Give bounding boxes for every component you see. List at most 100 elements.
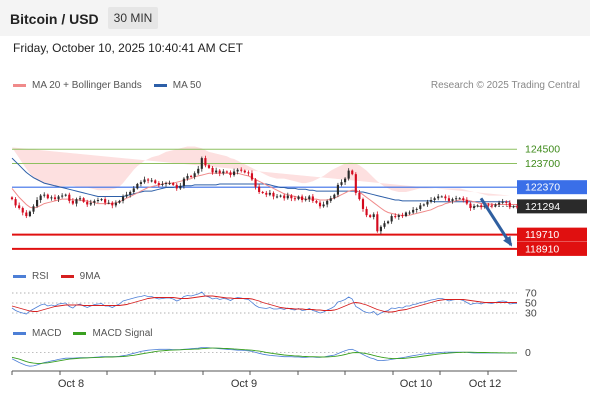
candle-body (211, 167, 214, 173)
candle-body (369, 215, 372, 217)
candle-body (383, 223, 386, 227)
candle-body (243, 170, 246, 173)
candle-body (311, 196, 314, 201)
candle-body (444, 196, 447, 199)
candles (10, 155, 519, 235)
macd-line (11, 347, 517, 367)
macd-swatch (13, 332, 26, 335)
candle-body (505, 201, 508, 203)
candle-body (365, 208, 368, 216)
candle-body (136, 183, 139, 189)
candle-body (494, 204, 497, 207)
bollinger-band-area (12, 146, 510, 196)
ma20-line (11, 172, 517, 216)
datetime-label: Friday, October 10, 2025 10:40:41 AM CET (13, 41, 243, 55)
macd-signal-legend-label: MACD Signal (92, 328, 153, 339)
candle-body (111, 202, 114, 206)
candle-body (14, 199, 17, 206)
candle-body (121, 196, 125, 201)
macd-zero-label: 0 (525, 347, 531, 359)
level-label-124500: 124500 (525, 144, 560, 156)
candle-body (104, 199, 107, 203)
candle-body (50, 197, 53, 199)
candle-body (261, 192, 264, 193)
candle-body (161, 183, 164, 185)
candle-body (143, 179, 146, 183)
level-label-122370: 122370 (525, 182, 560, 194)
candle-body (254, 179, 257, 187)
candle-body (114, 202, 117, 206)
x-axis-label-oct-10: Oct 10 (400, 378, 432, 390)
level-tag-119710 (517, 227, 587, 242)
candle-body (379, 226, 382, 232)
candle-body (318, 202, 322, 207)
candle-body (347, 170, 350, 179)
candle-body (43, 194, 46, 196)
candle-body (512, 206, 515, 208)
candle-body (340, 182, 343, 185)
candle-body (46, 194, 49, 199)
x-axis-label-oct-9: Oct 9 (231, 378, 257, 390)
candle-body (336, 184, 339, 195)
candle-body (78, 198, 82, 200)
candle-body (129, 192, 132, 195)
timeframe-badge[interactable]: 30 MIN (108, 7, 158, 29)
candle-body (21, 208, 24, 213)
candle-body (168, 183, 171, 185)
ma20-legend-label: MA 20 + Bollinger Bands (32, 80, 142, 91)
candle-body (508, 202, 511, 208)
candle-body (175, 184, 178, 189)
candle-body (182, 178, 185, 186)
candle-body (498, 202, 501, 205)
candle-body (415, 208, 418, 210)
candle-body (53, 197, 57, 200)
level-tag-122370 (517, 180, 587, 195)
candle-body (344, 178, 347, 183)
ma50-legend-label: MA 50 (172, 80, 202, 91)
candle-body (275, 196, 279, 198)
candle-body (372, 214, 375, 217)
level-label-119710: 119710 (525, 229, 559, 241)
candle-body (207, 165, 211, 168)
candle-body (422, 204, 425, 206)
candle-body (236, 169, 239, 172)
candle-body (68, 194, 71, 201)
candle-body (308, 196, 311, 200)
candle-body (125, 194, 128, 197)
candle-body (107, 202, 110, 204)
candle-body (397, 215, 400, 217)
candle-body (465, 200, 468, 204)
research-credit: Research © 2025 Trading Central (430, 80, 580, 91)
rsi-legend-label: RSI (32, 271, 49, 282)
candle-body (61, 195, 64, 197)
candle-body (218, 170, 221, 174)
level-label-123700: 123700 (525, 158, 560, 170)
macd-signal-line (11, 347, 517, 364)
candle-body (190, 175, 193, 177)
candle-body (404, 212, 408, 217)
candle-body (193, 173, 196, 177)
candle-body (290, 195, 293, 199)
candle-body (225, 171, 228, 173)
candle-body (301, 196, 304, 201)
candle-body (139, 182, 143, 184)
candle-body (326, 200, 329, 205)
candle-body (71, 200, 74, 204)
candle-body (455, 198, 458, 200)
candle-body (32, 206, 35, 212)
ma50-swatch (153, 84, 167, 87)
level-tag-121294 (517, 199, 587, 214)
candle-body (39, 195, 42, 201)
candle-body (283, 195, 286, 199)
rsi-ma9-line (11, 295, 517, 313)
forecast-arrow-shaft (479, 197, 513, 246)
rsi-ma-swatch (60, 275, 74, 278)
candle-body (64, 194, 67, 196)
main-legend: MA 20 + Bollinger Bands MA 50 (13, 80, 201, 91)
candle-body (250, 173, 254, 180)
candle-body (179, 185, 182, 189)
candle-body (10, 197, 14, 200)
candle-body (240, 169, 243, 171)
candle-body (358, 192, 361, 200)
